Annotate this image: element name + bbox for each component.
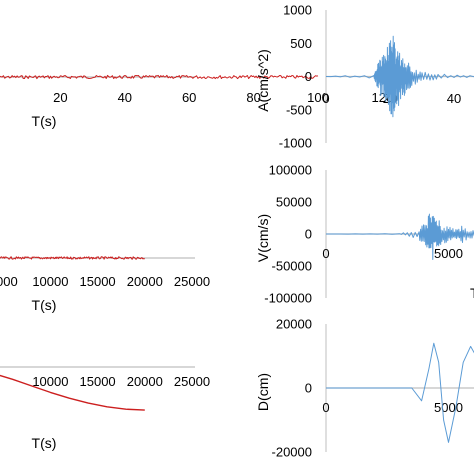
series-line xyxy=(0,256,145,260)
y-tick-label: 100000 xyxy=(269,163,312,178)
series-line xyxy=(326,213,474,260)
x-tick-label: 15000 xyxy=(80,274,116,289)
y-axis-label: V(cm/s) xyxy=(255,214,271,262)
x-tick-label: 0 xyxy=(322,91,329,106)
series-line xyxy=(326,342,474,443)
y-tick-label: 0 xyxy=(305,69,312,84)
y-axis-label: D(cm) xyxy=(255,373,271,411)
y-tick-label: -1000 xyxy=(279,136,312,151)
x-tick-label: 25000 xyxy=(174,274,210,289)
x-tick-label: 25000 xyxy=(174,374,210,389)
y-tick-label: -100000 xyxy=(264,291,312,306)
y-tick-label: 0 xyxy=(305,227,312,242)
x-tick-label: 10000 xyxy=(32,374,68,389)
x-tick-label: 40 xyxy=(447,91,461,106)
x-tick-label: 20000 xyxy=(127,374,163,389)
x-tick-label: 20000 xyxy=(127,274,163,289)
x-tick-label: 0 xyxy=(322,400,329,415)
x-tick-label: 60 xyxy=(182,90,196,105)
series-line xyxy=(325,35,474,118)
y-tick-label: -500 xyxy=(286,102,312,117)
series-line xyxy=(0,74,319,80)
y-tick-label: -20000 xyxy=(272,445,312,460)
y-tick-label: -50000 xyxy=(272,259,312,274)
x-tick-label: 5000 xyxy=(0,274,18,289)
x-tick-label: 0 xyxy=(322,246,329,261)
x-tick-label: 15000 xyxy=(80,374,116,389)
x-axis-label: T(s) xyxy=(32,113,57,129)
chart-right-vel: -100000-50000050000100000V(cm/s)05000100… xyxy=(255,163,474,306)
y-tick-label: 1000 xyxy=(283,3,312,18)
y-tick-label: 0 xyxy=(305,381,312,396)
y-tick-label: 20000 xyxy=(276,317,312,332)
series-line xyxy=(0,374,145,411)
x-tick-label: 100 xyxy=(307,90,329,105)
x-axis-label: T xyxy=(470,285,474,301)
x-tick-label: 20 xyxy=(53,90,67,105)
x-tick-label: 5000 xyxy=(434,246,463,261)
x-axis-label: T(s) xyxy=(32,297,57,313)
chart-left-vel: 5000 10000 15000 20000 25000 T(s) xyxy=(0,256,210,313)
x-tick-label: 5000 xyxy=(434,400,463,415)
x-tick-label: 80 xyxy=(246,90,260,105)
x-axis-label: T(s) xyxy=(32,435,57,451)
y-tick-label: 500 xyxy=(290,36,312,51)
x-tick-label: 40 xyxy=(118,90,132,105)
chart-left-acc: 020406080100120T(s) xyxy=(0,74,393,129)
y-tick-label: 50000 xyxy=(276,195,312,210)
y-axis-label: A(cm/s^2) xyxy=(255,49,271,112)
chart-left-disp: 10000 15000 20000 25000 T(s) xyxy=(0,366,210,451)
x-tick-label: 10000 xyxy=(32,274,68,289)
